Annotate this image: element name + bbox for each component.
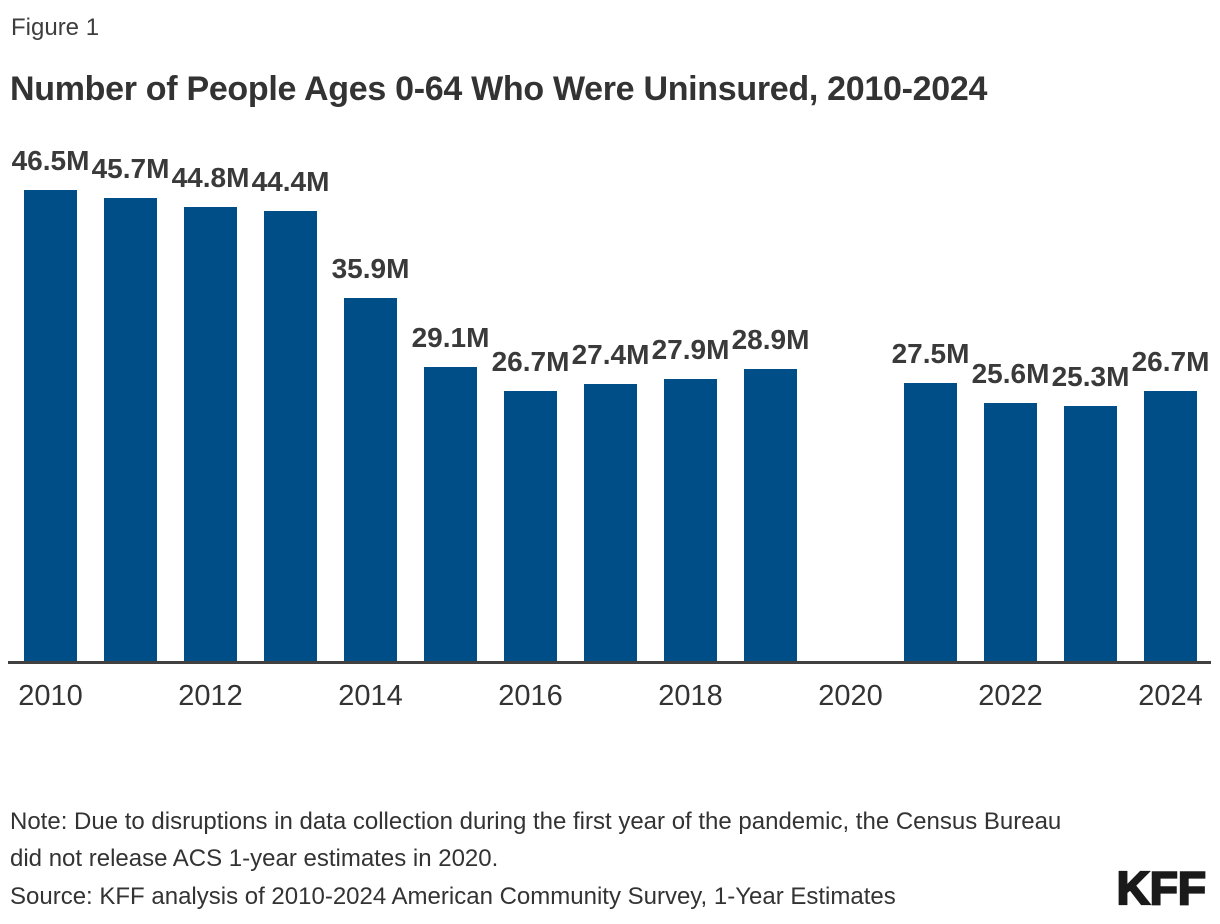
bar-2017 xyxy=(584,384,637,663)
x-tick-label-2010: 2010 xyxy=(18,680,83,712)
bar-value-label-2022: 25.6M xyxy=(971,358,1050,389)
bar-chart-plot-area: 46.5M 45.7M 44.8M 44.4M 35.9M 29.1M 26.7M 27.4M… xyxy=(0,130,1220,663)
bar-value-label-2019: 28.9M xyxy=(731,324,810,355)
bar-value-label-2011: 45.7M xyxy=(91,153,170,184)
bar-2011 xyxy=(104,198,157,663)
bar-value-label-2023: 25.3M xyxy=(1051,361,1130,392)
chart-source: Source: KFF analysis of 2010-2024 Americ… xyxy=(10,883,896,910)
bar-value-label-2018: 27.9M xyxy=(651,334,730,365)
x-tick-label-2018: 2018 xyxy=(658,680,723,712)
bar-value-label-2014: 35.9M xyxy=(331,253,410,284)
bar-2015 xyxy=(424,367,477,663)
bar-2024 xyxy=(1144,391,1197,663)
x-tick-label-2020: 2020 xyxy=(818,680,883,712)
bar-value-label-2012: 44.8M xyxy=(171,162,250,193)
bar-value-label-2021: 27.5M xyxy=(891,338,970,369)
chart-note: Note: Due to disruptions in data collect… xyxy=(10,808,1062,872)
figure-label: Figure 1 xyxy=(11,14,100,41)
x-tick-label-2014: 2014 xyxy=(338,680,403,712)
bar-2018 xyxy=(664,379,717,663)
bar-value-label-2013: 44.4M xyxy=(251,166,330,197)
bar-2016 xyxy=(504,391,557,663)
chart-title: Number of People Ages 0-64 Who Were Unin… xyxy=(10,70,988,108)
bar-value-label-2024: 26.7M xyxy=(1131,346,1210,377)
x-tick-label-2022: 2022 xyxy=(978,680,1043,712)
bar-2019 xyxy=(744,369,797,663)
bar-value-label-2017: 27.4M xyxy=(571,339,650,370)
x-tick-label-2016: 2016 xyxy=(498,680,563,712)
bar-2010 xyxy=(24,190,77,663)
bar-2014 xyxy=(344,298,397,663)
x-tick-label-2024: 2024 xyxy=(1138,680,1203,712)
bar-2012 xyxy=(184,207,237,663)
x-tick-label-2012: 2012 xyxy=(178,680,243,712)
kff-logo: KFF xyxy=(1115,861,1207,915)
bar-2013 xyxy=(264,211,317,663)
bar-2022 xyxy=(984,403,1037,663)
x-axis-line xyxy=(8,661,1211,664)
bar-value-label-2010: 46.5M xyxy=(11,145,90,176)
bar-value-label-2016: 26.7M xyxy=(491,346,570,377)
bar-value-label-2015: 29.1M xyxy=(411,322,490,353)
bar-2021 xyxy=(904,383,957,663)
bar-2023 xyxy=(1064,406,1117,663)
